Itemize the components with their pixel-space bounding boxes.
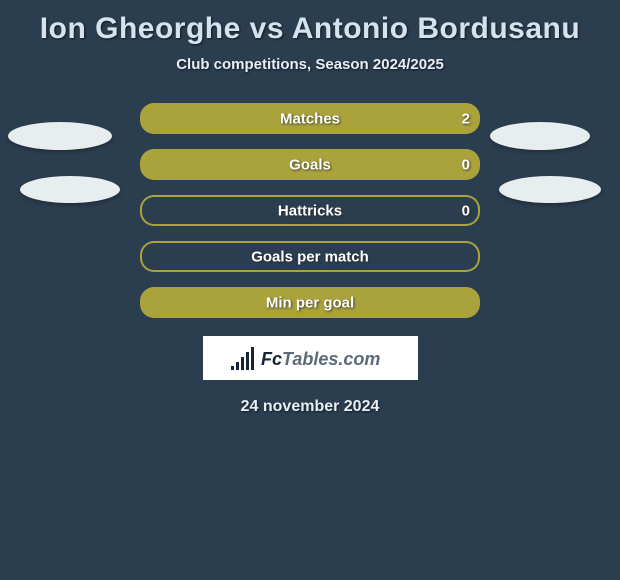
- page-subtitle: Club competitions, Season 2024/2025: [0, 56, 620, 73]
- stat-row: Min per goal: [0, 287, 620, 318]
- stat-value-right: 0: [462, 202, 470, 219]
- decorative-ellipse: [499, 176, 601, 203]
- stat-bar: Hattricks 0: [140, 195, 480, 226]
- stat-label: Matches: [280, 110, 340, 127]
- decorative-ellipse: [8, 122, 112, 150]
- stat-row: Goals per match: [0, 241, 620, 272]
- stat-value-right: 2: [462, 110, 470, 127]
- footer-date: 24 november 2024: [0, 398, 620, 416]
- stat-bar: Min per goal: [140, 287, 480, 318]
- svg-text:FcTables.com: FcTables.com: [261, 349, 380, 369]
- stat-bar: Matches 2: [140, 103, 480, 134]
- decorative-ellipse: [490, 122, 590, 150]
- stat-value-right: 0: [462, 156, 470, 173]
- stat-label: Hattricks: [278, 202, 342, 219]
- stat-bar: Goals 0: [140, 149, 480, 180]
- stat-label: Min per goal: [266, 294, 354, 311]
- brand-badge[interactable]: FcTables.com: [203, 336, 418, 380]
- page-title: Ion Gheorghe vs Antonio Bordusanu: [0, 8, 620, 56]
- stat-label: Goals: [289, 156, 331, 173]
- decorative-ellipse: [20, 176, 120, 203]
- bar-fill-right: [310, 149, 480, 180]
- stat-row: Goals 0: [0, 149, 620, 180]
- stat-bar: Goals per match: [140, 241, 480, 272]
- stat-label: Goals per match: [251, 248, 369, 265]
- comparison-widget: Ion Gheorghe vs Antonio Bordusanu Club c…: [0, 0, 620, 416]
- fctables-logo: FcTables.com: [225, 344, 395, 372]
- bar-fill-left: [140, 149, 310, 180]
